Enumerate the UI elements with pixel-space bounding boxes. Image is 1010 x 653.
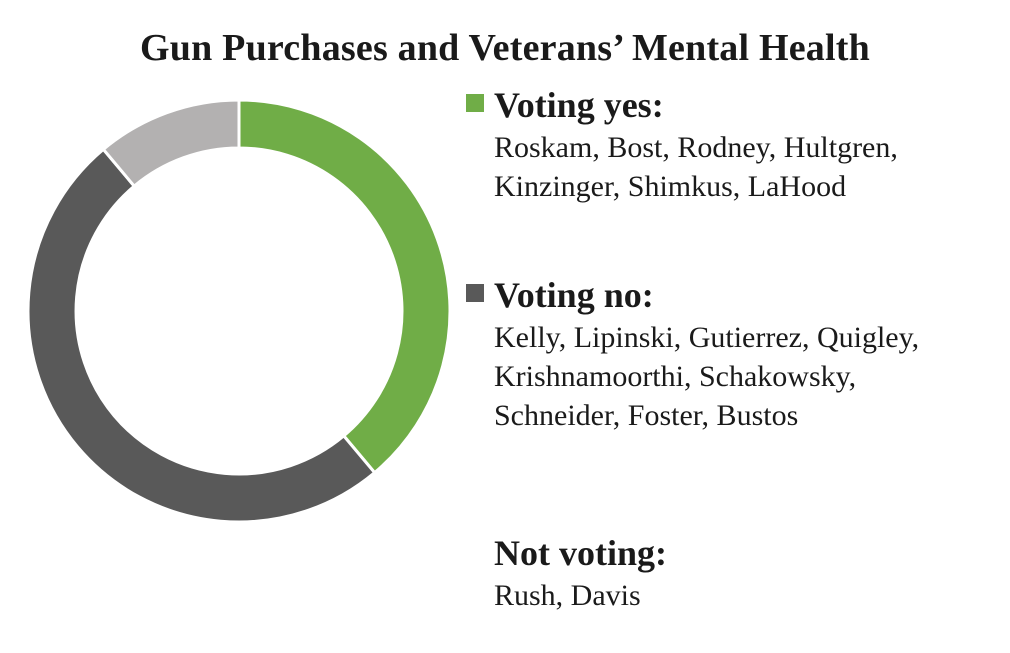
- donut-slice-voting-yes: [237, 98, 452, 475]
- legend: Voting yes: Roskam, Bost, Rodney, Hultgr…: [466, 84, 1006, 615]
- legend-group-not-voting: Not voting: Rush, Davis: [466, 532, 1006, 615]
- legend-label-not-voting: Not voting:: [494, 533, 667, 573]
- legend-label-voting-no: Voting no:: [494, 275, 654, 315]
- legend-group-voting-yes: Voting yes: Roskam, Bost, Rodney, Hultgr…: [466, 84, 1006, 274]
- donut-slice-voting-no: [26, 147, 377, 524]
- donut-chart: [26, 98, 452, 524]
- legend-swatch-voting-yes: [466, 94, 484, 112]
- legend-label-voting-yes: Voting yes:: [494, 85, 664, 125]
- chart-title: Gun Purchases and Veterans’ Mental Healt…: [140, 27, 870, 69]
- legend-group-voting-no: Voting no: Kelly, Lipinski, Gutierrez, Q…: [466, 274, 1006, 532]
- legend-members-not-voting: Rush, Davis: [494, 579, 641, 612]
- donut-slice-not-voting: [101, 98, 241, 189]
- legend-members-voting-yes: Roskam, Bost, Rodney, Hultgren, Kinzinge…: [494, 131, 898, 203]
- legend-members-voting-no: Kelly, Lipinski, Gutierrez, Quigley, Kri…: [494, 321, 920, 432]
- legend-swatch-voting-no: [466, 284, 484, 302]
